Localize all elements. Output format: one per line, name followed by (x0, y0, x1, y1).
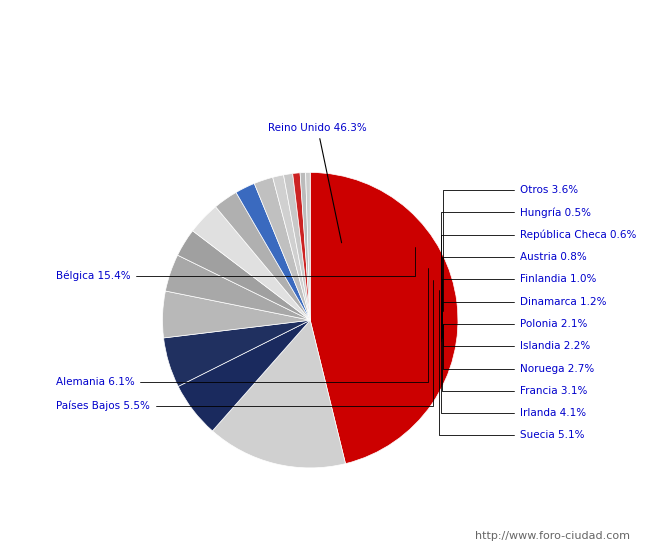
Text: Países Bajos 5.5%: Países Bajos 5.5% (56, 279, 433, 411)
Text: Noruega 2.7%: Noruega 2.7% (443, 324, 594, 373)
Wedge shape (165, 255, 310, 320)
Wedge shape (162, 291, 310, 338)
Wedge shape (254, 177, 310, 320)
Text: http://www.foro-ciudad.com: http://www.foro-ciudad.com (476, 531, 630, 541)
Text: Reino Unido 46.3%: Reino Unido 46.3% (268, 123, 367, 243)
Text: Polonia 2.1%: Polonia 2.1% (443, 319, 588, 329)
Text: Bélgica 15.4%: Bélgica 15.4% (56, 246, 415, 281)
Text: República Checa 0.6%: República Checa 0.6% (441, 229, 636, 339)
Wedge shape (306, 173, 310, 320)
Text: Alemania 6.1%: Alemania 6.1% (56, 267, 428, 387)
Wedge shape (216, 192, 310, 320)
Text: San Miguel de Salinas - Turistas extranjeros según país - Abril de 2024: San Miguel de Salinas - Turistas extranj… (48, 15, 602, 29)
Wedge shape (164, 320, 310, 387)
Wedge shape (192, 207, 310, 320)
Wedge shape (283, 173, 310, 320)
Wedge shape (292, 173, 310, 320)
Text: Austria 0.8%: Austria 0.8% (441, 252, 587, 338)
Text: Islandia 2.2%: Islandia 2.2% (443, 330, 590, 351)
Text: Finlandia 1.0%: Finlandia 1.0% (442, 274, 597, 336)
Wedge shape (300, 173, 310, 320)
Text: Otros 3.6%: Otros 3.6% (443, 185, 578, 311)
Wedge shape (273, 175, 310, 320)
Text: Hungría 0.5%: Hungría 0.5% (441, 207, 591, 340)
Text: Francia 3.1%: Francia 3.1% (443, 309, 588, 396)
Wedge shape (236, 184, 310, 320)
Text: Suecia 5.1%: Suecia 5.1% (439, 290, 584, 441)
Text: Dinamarca 1.2%: Dinamarca 1.2% (442, 296, 606, 333)
Wedge shape (178, 320, 310, 431)
Wedge shape (213, 320, 346, 468)
Text: Irlanda 4.1%: Irlanda 4.1% (441, 301, 586, 418)
Wedge shape (177, 231, 310, 320)
Wedge shape (310, 173, 458, 464)
